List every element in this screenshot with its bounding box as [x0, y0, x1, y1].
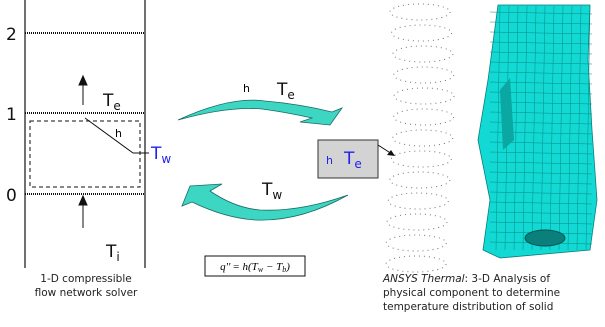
caption: flow network solver	[35, 287, 138, 299]
network-panel	[25, 0, 149, 268]
bottom-temp: Tw	[261, 180, 282, 202]
caption: 1-D compressible	[40, 273, 131, 285]
ring	[392, 25, 452, 41]
top-arrow	[178, 100, 342, 125]
solid-model	[478, 5, 597, 258]
inlet-temp: Ti	[105, 242, 120, 264]
ansys-caption: ANSYS Thermal: 3-D Analysis of	[382, 273, 550, 285]
ring	[386, 256, 446, 272]
ring	[394, 88, 454, 104]
ring	[387, 214, 447, 230]
ansys-caption: temperature distribution of solid	[383, 301, 553, 313]
wall-coef: h	[115, 127, 122, 140]
top-temp: Te	[276, 80, 295, 102]
ring	[390, 4, 450, 20]
ring	[393, 46, 453, 62]
level-label: 0	[6, 186, 17, 206]
level-label: 2	[6, 25, 17, 45]
ring	[394, 67, 454, 83]
level-label: 1	[6, 105, 17, 125]
ring	[393, 130, 453, 146]
ansys-caption: physical component to determine	[383, 287, 560, 299]
box-pointer-head	[387, 150, 395, 156]
wall-temp: Tw	[150, 144, 171, 166]
ring	[394, 109, 454, 125]
box-coef: h	[326, 154, 333, 167]
exit-temp: Te	[102, 91, 121, 113]
ring	[391, 151, 451, 167]
dotted-rings	[386, 4, 454, 272]
diagram: 2 1 0 Te h Tw Ti 1-D compressible flow n…	[0, 0, 605, 327]
ring	[390, 172, 450, 188]
top-coef: h	[243, 82, 250, 95]
ring	[386, 235, 446, 251]
ring	[388, 193, 448, 209]
